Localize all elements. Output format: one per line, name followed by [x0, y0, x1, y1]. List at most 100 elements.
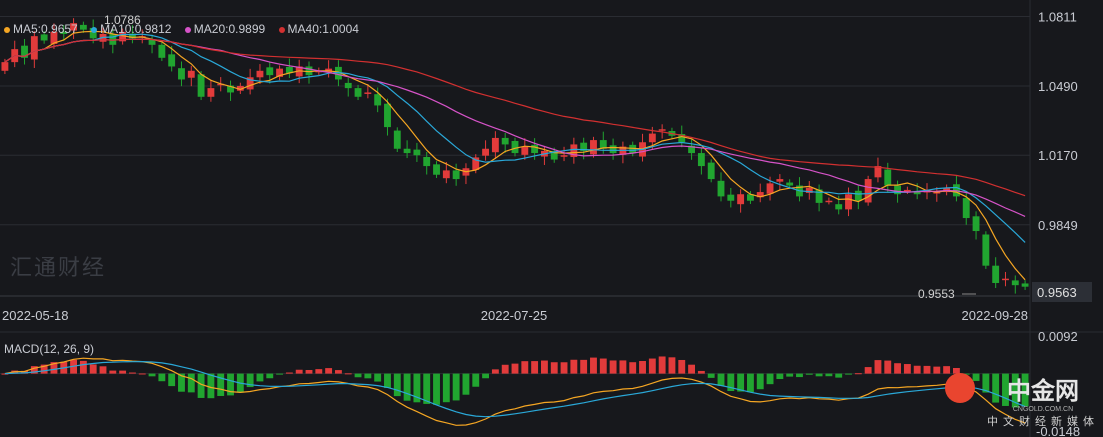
macd-histogram-bar — [452, 373, 460, 401]
candle-body — [1021, 283, 1029, 287]
x-tick-label: 2022-05-18 — [2, 308, 69, 323]
macd-histogram-bar — [433, 373, 440, 405]
candle-body — [746, 194, 754, 201]
macd-histogram-bar — [315, 369, 323, 374]
macd-histogram-bar — [354, 373, 362, 378]
price-tick-label: 1.0811 — [1038, 9, 1077, 24]
candle-body — [1, 62, 9, 71]
candle-body — [933, 192, 941, 194]
candle-body — [482, 148, 490, 156]
high-annotation: 1.0786 — [104, 13, 141, 27]
macd-histogram-bar — [344, 373, 352, 375]
candle-body — [697, 153, 705, 167]
macd-histogram-bar — [648, 358, 656, 374]
macd-histogram-bar — [825, 373, 833, 377]
macd-histogram-bar — [864, 367, 872, 374]
candle-body — [982, 234, 990, 266]
macd-histogram-bar — [570, 359, 578, 374]
candle-body — [805, 187, 813, 193]
candle-body — [658, 129, 666, 131]
macd-histogram-bar — [972, 373, 980, 381]
candle-body — [168, 54, 176, 67]
candle-body — [364, 92, 372, 94]
macd-histogram-bar — [786, 373, 794, 377]
macd-histogram-bar — [109, 370, 117, 374]
macd-histogram-bar — [805, 373, 813, 375]
macd-histogram-bar — [285, 372, 293, 374]
candle-body — [50, 31, 58, 44]
macd-tick-label: -0.0148 — [1036, 424, 1080, 437]
macd-histogram-bar — [737, 373, 745, 392]
macd-histogram-bar — [472, 373, 480, 387]
candle-body — [903, 189, 911, 192]
macd-histogram-bar — [187, 373, 195, 393]
macd-histogram-bar — [845, 373, 852, 375]
macd-tick-label: 0.0092 — [1038, 329, 1078, 344]
legend-ma40: MA40:1.0004 — [278, 22, 359, 36]
macd-histogram-bar — [89, 364, 97, 374]
macd-histogram-bar — [1011, 373, 1019, 408]
macd-histogram-bar — [923, 365, 931, 374]
macd-histogram-bar — [246, 373, 254, 388]
macd-histogram-bar — [874, 360, 882, 374]
macd-histogram-bar — [511, 363, 519, 374]
logo-domain-text: CNGOLD.COM.CN — [1012, 406, 1074, 413]
candle-body — [491, 137, 499, 153]
macd-histogram-bar — [815, 373, 823, 377]
ma40-line — [4, 38, 1026, 197]
candle-body — [511, 140, 519, 154]
candle-body — [197, 74, 205, 97]
macd-histogram-bar — [796, 373, 803, 378]
candle-body — [266, 67, 274, 76]
macd-histogram-bar — [599, 358, 607, 374]
macd-histogram-bar — [854, 373, 862, 375]
current-price-label: 0.9563 — [1037, 285, 1077, 300]
candle-body — [854, 190, 862, 201]
candle-body — [992, 265, 1000, 284]
macd-histogram-bar — [99, 366, 107, 374]
legend-ma5-label: MA5:0.9657 — [13, 22, 78, 36]
candle-body — [766, 183, 774, 194]
price-tick-label: 1.0490 — [1038, 79, 1078, 94]
candle-body — [315, 70, 323, 73]
macd-histogram-bar — [334, 370, 342, 374]
candle-body — [962, 198, 970, 219]
macd-histogram-bar — [746, 373, 754, 393]
candle-body — [236, 85, 244, 91]
candle-body — [128, 33, 136, 39]
candle-body — [825, 200, 833, 203]
candle-body — [413, 149, 421, 156]
macd-histogram-bar — [158, 373, 166, 382]
candle-body — [707, 162, 715, 180]
macd-histogram-bar — [580, 359, 588, 374]
candle-body — [276, 68, 284, 77]
macd-histogram-bar — [501, 364, 509, 374]
candle-body — [256, 70, 264, 78]
candle-body — [187, 70, 195, 78]
macd-histogram-bar — [756, 373, 764, 390]
macd-histogram-bar — [707, 373, 715, 378]
macd-histogram-bar — [40, 364, 48, 374]
macd-histogram-bar — [138, 373, 146, 375]
candle-body — [688, 145, 696, 154]
candle-body — [374, 94, 382, 106]
macd-histogram-bar — [933, 366, 941, 374]
macd-histogram-bar — [531, 361, 539, 374]
candle-body — [472, 157, 480, 170]
macd-histogram-bar — [442, 373, 450, 403]
macd-histogram-bar — [266, 373, 274, 379]
candle-body — [40, 34, 48, 41]
logo-mark-icon — [945, 373, 975, 403]
macd-histogram-bar — [168, 373, 176, 387]
logo-sub-text: 中文财经新媒体 — [987, 416, 1099, 428]
macd-histogram-bar — [521, 361, 529, 374]
candle-body — [21, 45, 28, 58]
candle-body — [737, 194, 745, 205]
macd-histogram-bar — [903, 364, 911, 374]
candle-body — [433, 164, 440, 175]
macd-histogram-bar — [374, 373, 382, 382]
candle-body — [403, 148, 411, 154]
macd-legend: MACD(12, 26, 9) — [4, 342, 95, 356]
ma-legend: MA5:0.9657 MA10:0.9812 MA20:0.9899 MA40:… — [4, 22, 369, 36]
